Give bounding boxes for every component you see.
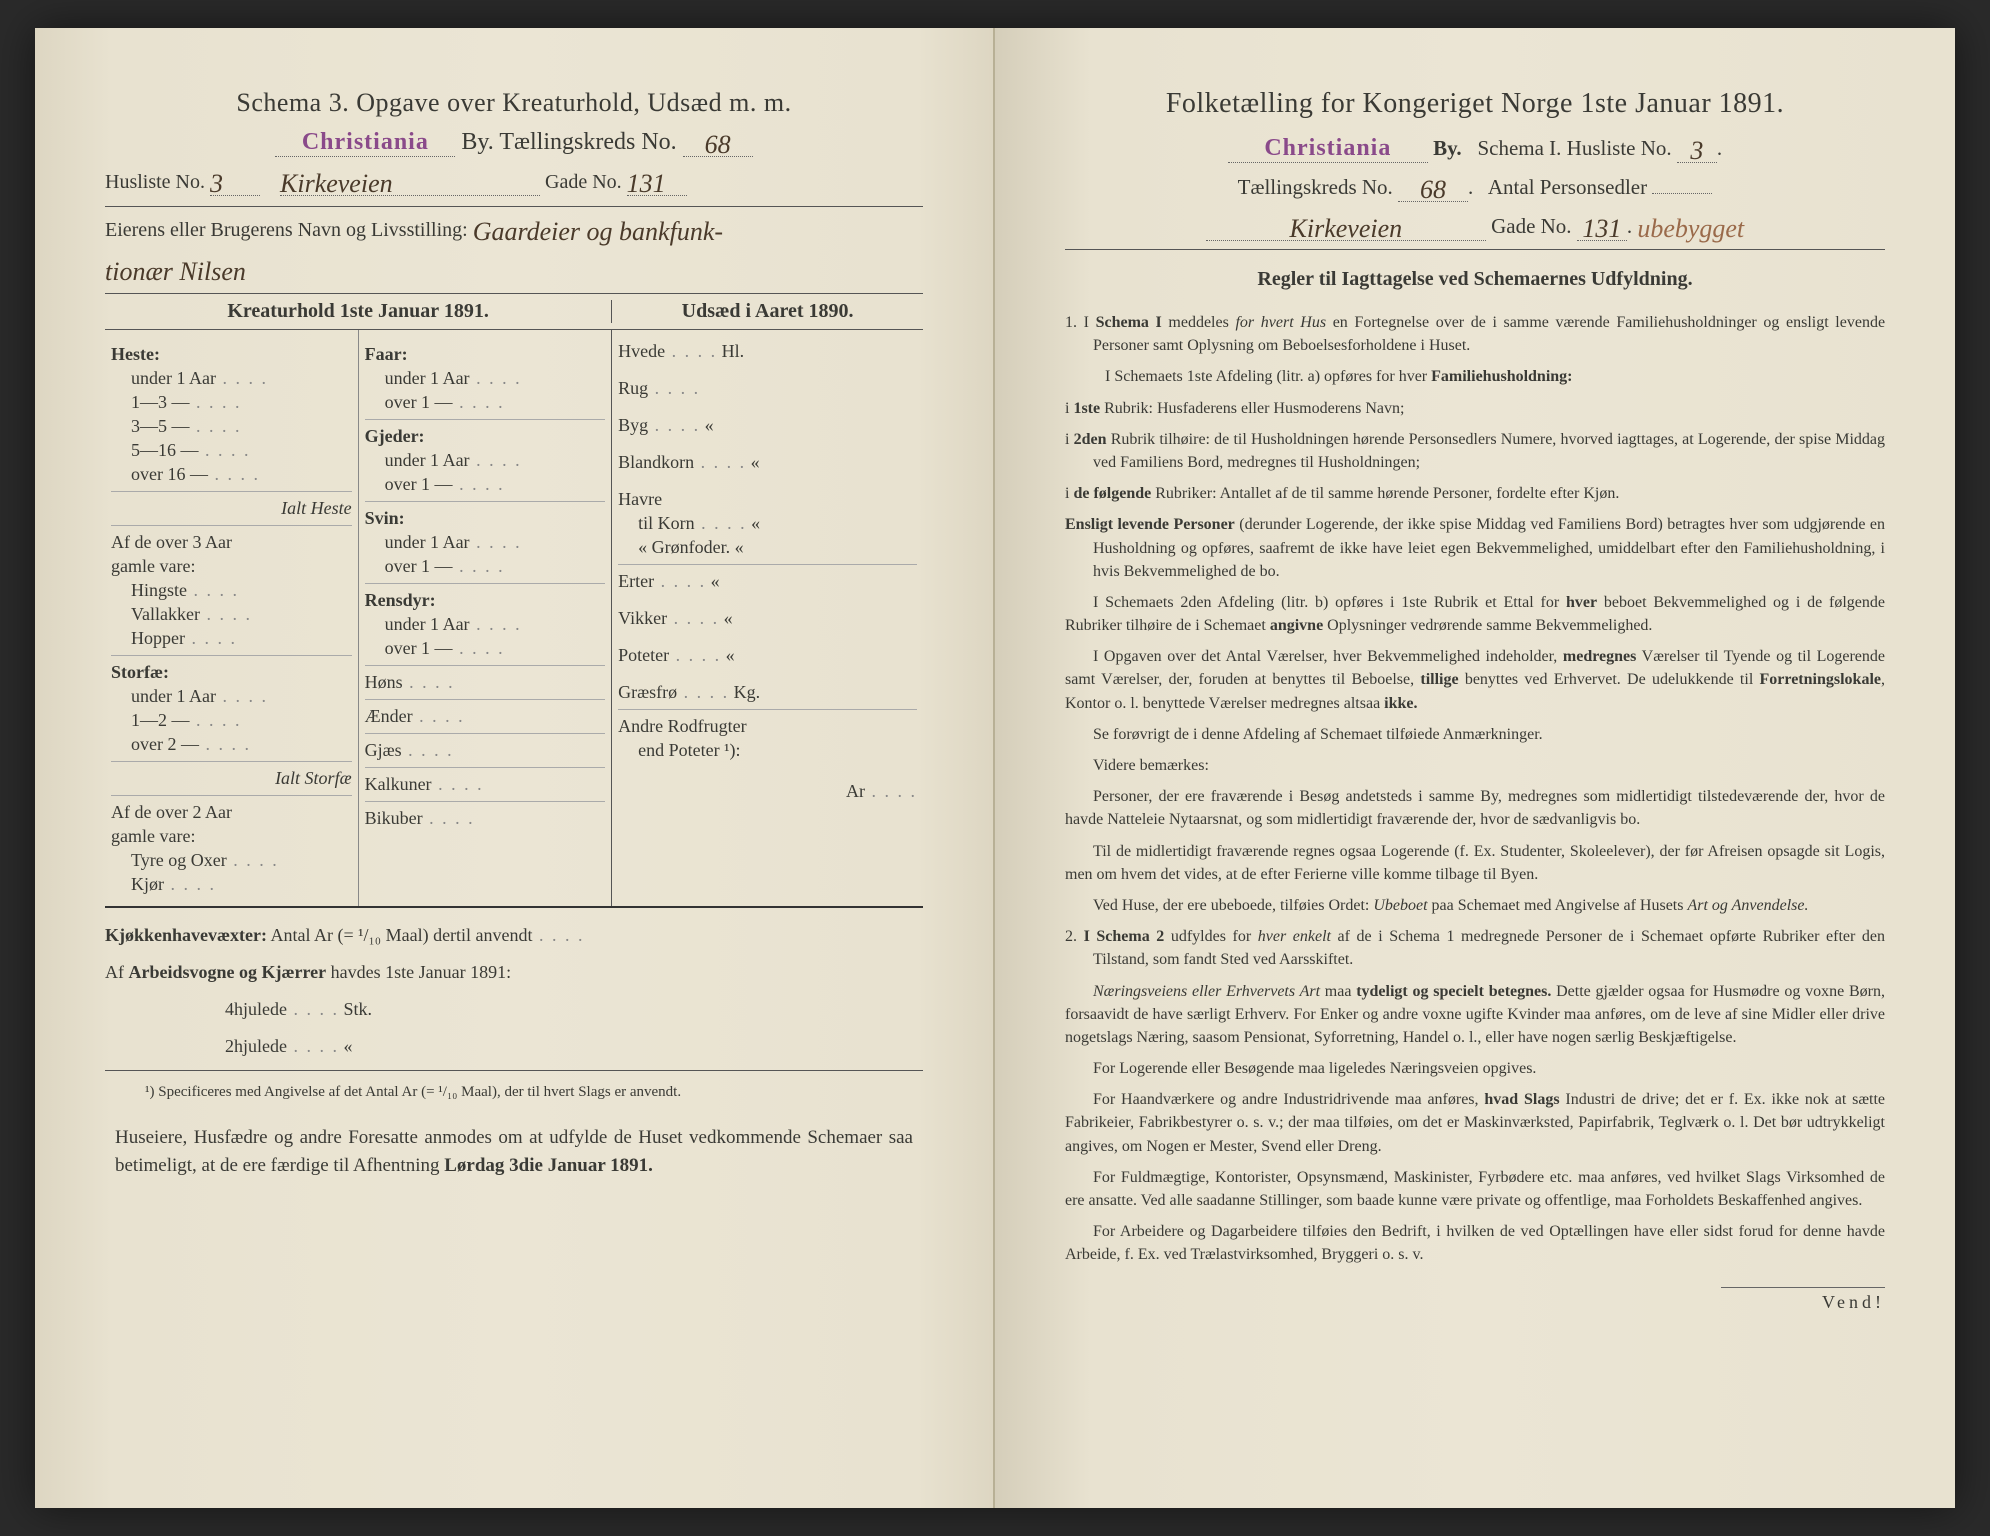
census-title: Folketælling for Kongeriget Norge 1ste J… <box>1065 88 1885 120</box>
col-heste-storfae: Heste: under 1 Aar 1—3 — 3—5 — 5—16 — ov… <box>105 330 359 906</box>
rules-heading: Regler til Iagttagelse ved Schemaernes U… <box>1065 268 1885 291</box>
owner-line: Eierens eller Brugerens Navn og Livsstil… <box>105 213 923 243</box>
footnote: ¹) Specificeres med Angivelse af det Ant… <box>145 1081 923 1104</box>
city-stamp-left: Christiania <box>302 129 429 155</box>
bottom-section: Kjøkkenhavevæxter: Antal Ar (= ¹/₁₀ Maal… <box>105 922 923 1181</box>
col-smaa: Faar: under 1 Aar over 1 — Gjeder: under… <box>359 330 613 906</box>
kreatur-table: Heste: under 1 Aar 1—3 — 3—5 — 5—16 — ov… <box>105 330 923 908</box>
table-header: Kreaturhold 1ste Januar 1891. Udsæd i Aa… <box>105 293 923 330</box>
street-left: Kirkeveien <box>280 169 393 198</box>
schema3-title: Schema 3. Opgave over Kreaturhold, Udsæd… <box>105 88 923 118</box>
by-label: By. Tællingskreds No. <box>461 129 676 155</box>
extra-note: ubebygget <box>1637 214 1744 243</box>
right-page: Folketælling for Kongeriget Norge 1ste J… <box>995 28 1955 1508</box>
turn-over: Vend! <box>1721 1287 1885 1313</box>
rules-body: 1. I Schema I meddeles for hvert Hus en … <box>1065 311 1885 1267</box>
document-spread: Schema 3. Opgave over Kreaturhold, Udsæd… <box>35 28 1955 1508</box>
final-instruction: Huseiere, Husfædre og andre Foresatte an… <box>105 1124 923 1181</box>
city-line-left: Christiania By. Tællingskreds No. 68 <box>105 126 923 157</box>
kreds-no-left: 68 <box>705 130 731 159</box>
left-page: Schema 3. Opgave over Kreaturhold, Udsæd… <box>35 28 995 1508</box>
col-udsaed: Hvede Hl. Rug Byg « Blandkorn « Havre ti… <box>612 330 923 906</box>
city-line-right: Christiania By. Schema I. Husliste No. 3… <box>1065 132 1885 163</box>
husliste-line-left: Husliste No. 3 Kirkeveien Gade No. 131 <box>105 165 923 196</box>
